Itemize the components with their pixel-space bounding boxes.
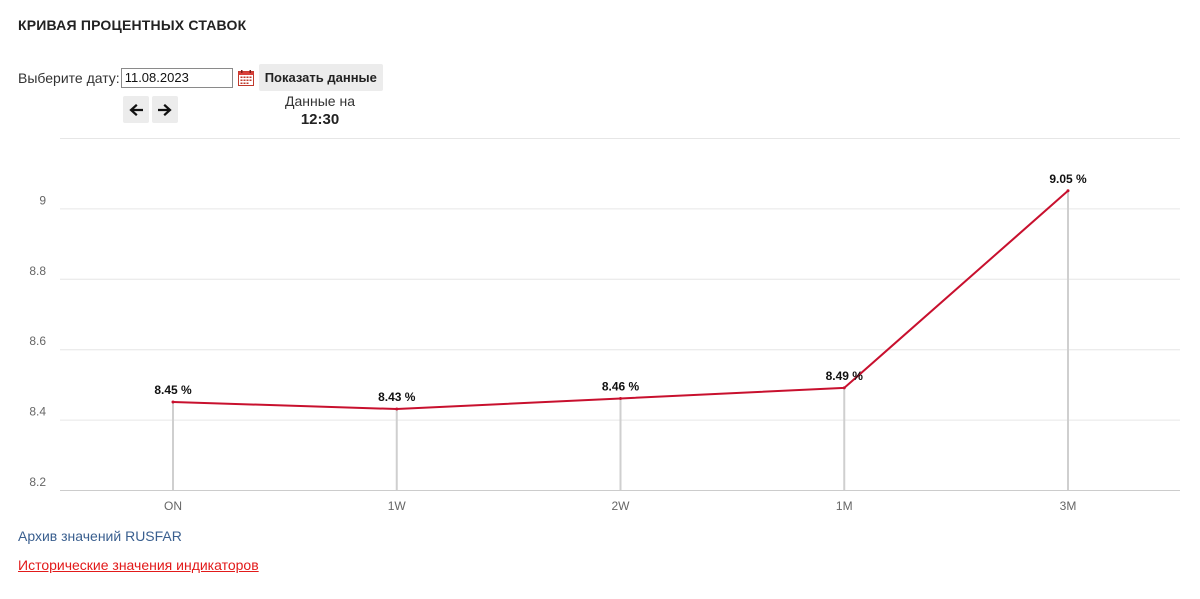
date-navigation (123, 96, 178, 123)
arrow-right-icon (158, 103, 172, 116)
data-label: 8.45 % (154, 383, 192, 397)
x-tick-label: 3M (1060, 499, 1077, 513)
data-time-value: 12:30 (300, 111, 340, 128)
data-label: 8.46 % (602, 379, 640, 393)
data-point (1066, 189, 1070, 193)
x-tick-label: 2W (612, 499, 631, 513)
series-line (172, 190, 1069, 411)
data-point (395, 407, 399, 411)
data-point (171, 400, 175, 404)
y-tick-label: 8.8 (29, 264, 46, 278)
data-time-label: Данные на (285, 93, 355, 109)
date-label: Выберите дату: (18, 69, 120, 86)
date-input[interactable] (120, 67, 233, 88)
show-data-button[interactable]: Показать данные (258, 64, 383, 91)
y-tick-label: 8.4 (29, 405, 46, 419)
archive-link[interactable]: Архив значений RUSFAR (18, 528, 182, 544)
data-label: 8.43 % (378, 390, 416, 404)
data-timestamp: Данные на 12:30 (270, 93, 370, 128)
y-tick-label: 9 (39, 193, 46, 207)
calendar-icon[interactable] (237, 69, 254, 86)
x-tick-label: 1M (836, 499, 853, 513)
page-title: КРИВАЯ ПРОЦЕНТНЫХ СТАВОК (18, 17, 247, 33)
prev-date-button[interactable] (123, 96, 149, 123)
yield-curve-chart: 8.2 8.4 8.6 8.8 9 ON 1W 2W 1M 3M 8.45 % 8.43 % 8.46 … (0, 130, 1200, 520)
y-tick-label: 8.6 (29, 334, 46, 348)
data-label: 8.49 % (826, 369, 864, 383)
data-label: 9.05 % (1049, 172, 1087, 186)
history-link[interactable]: Исторические значения индикаторов (18, 557, 259, 573)
date-picker-row: Выберите дату: Показать данные (18, 64, 383, 91)
chart-canvas: 8.2 8.4 8.6 8.8 9 ON 1W 2W 1M 3M 8.45 % 8.43 % 8.46 … (29, 138, 1180, 513)
arrow-left-icon (129, 103, 143, 116)
x-tick-label: 1W (388, 499, 407, 513)
y-tick-label: 8.2 (29, 475, 46, 489)
x-tick-label: ON (164, 499, 182, 513)
data-point (619, 396, 622, 400)
next-date-button[interactable] (152, 96, 178, 123)
data-point (842, 386, 846, 390)
